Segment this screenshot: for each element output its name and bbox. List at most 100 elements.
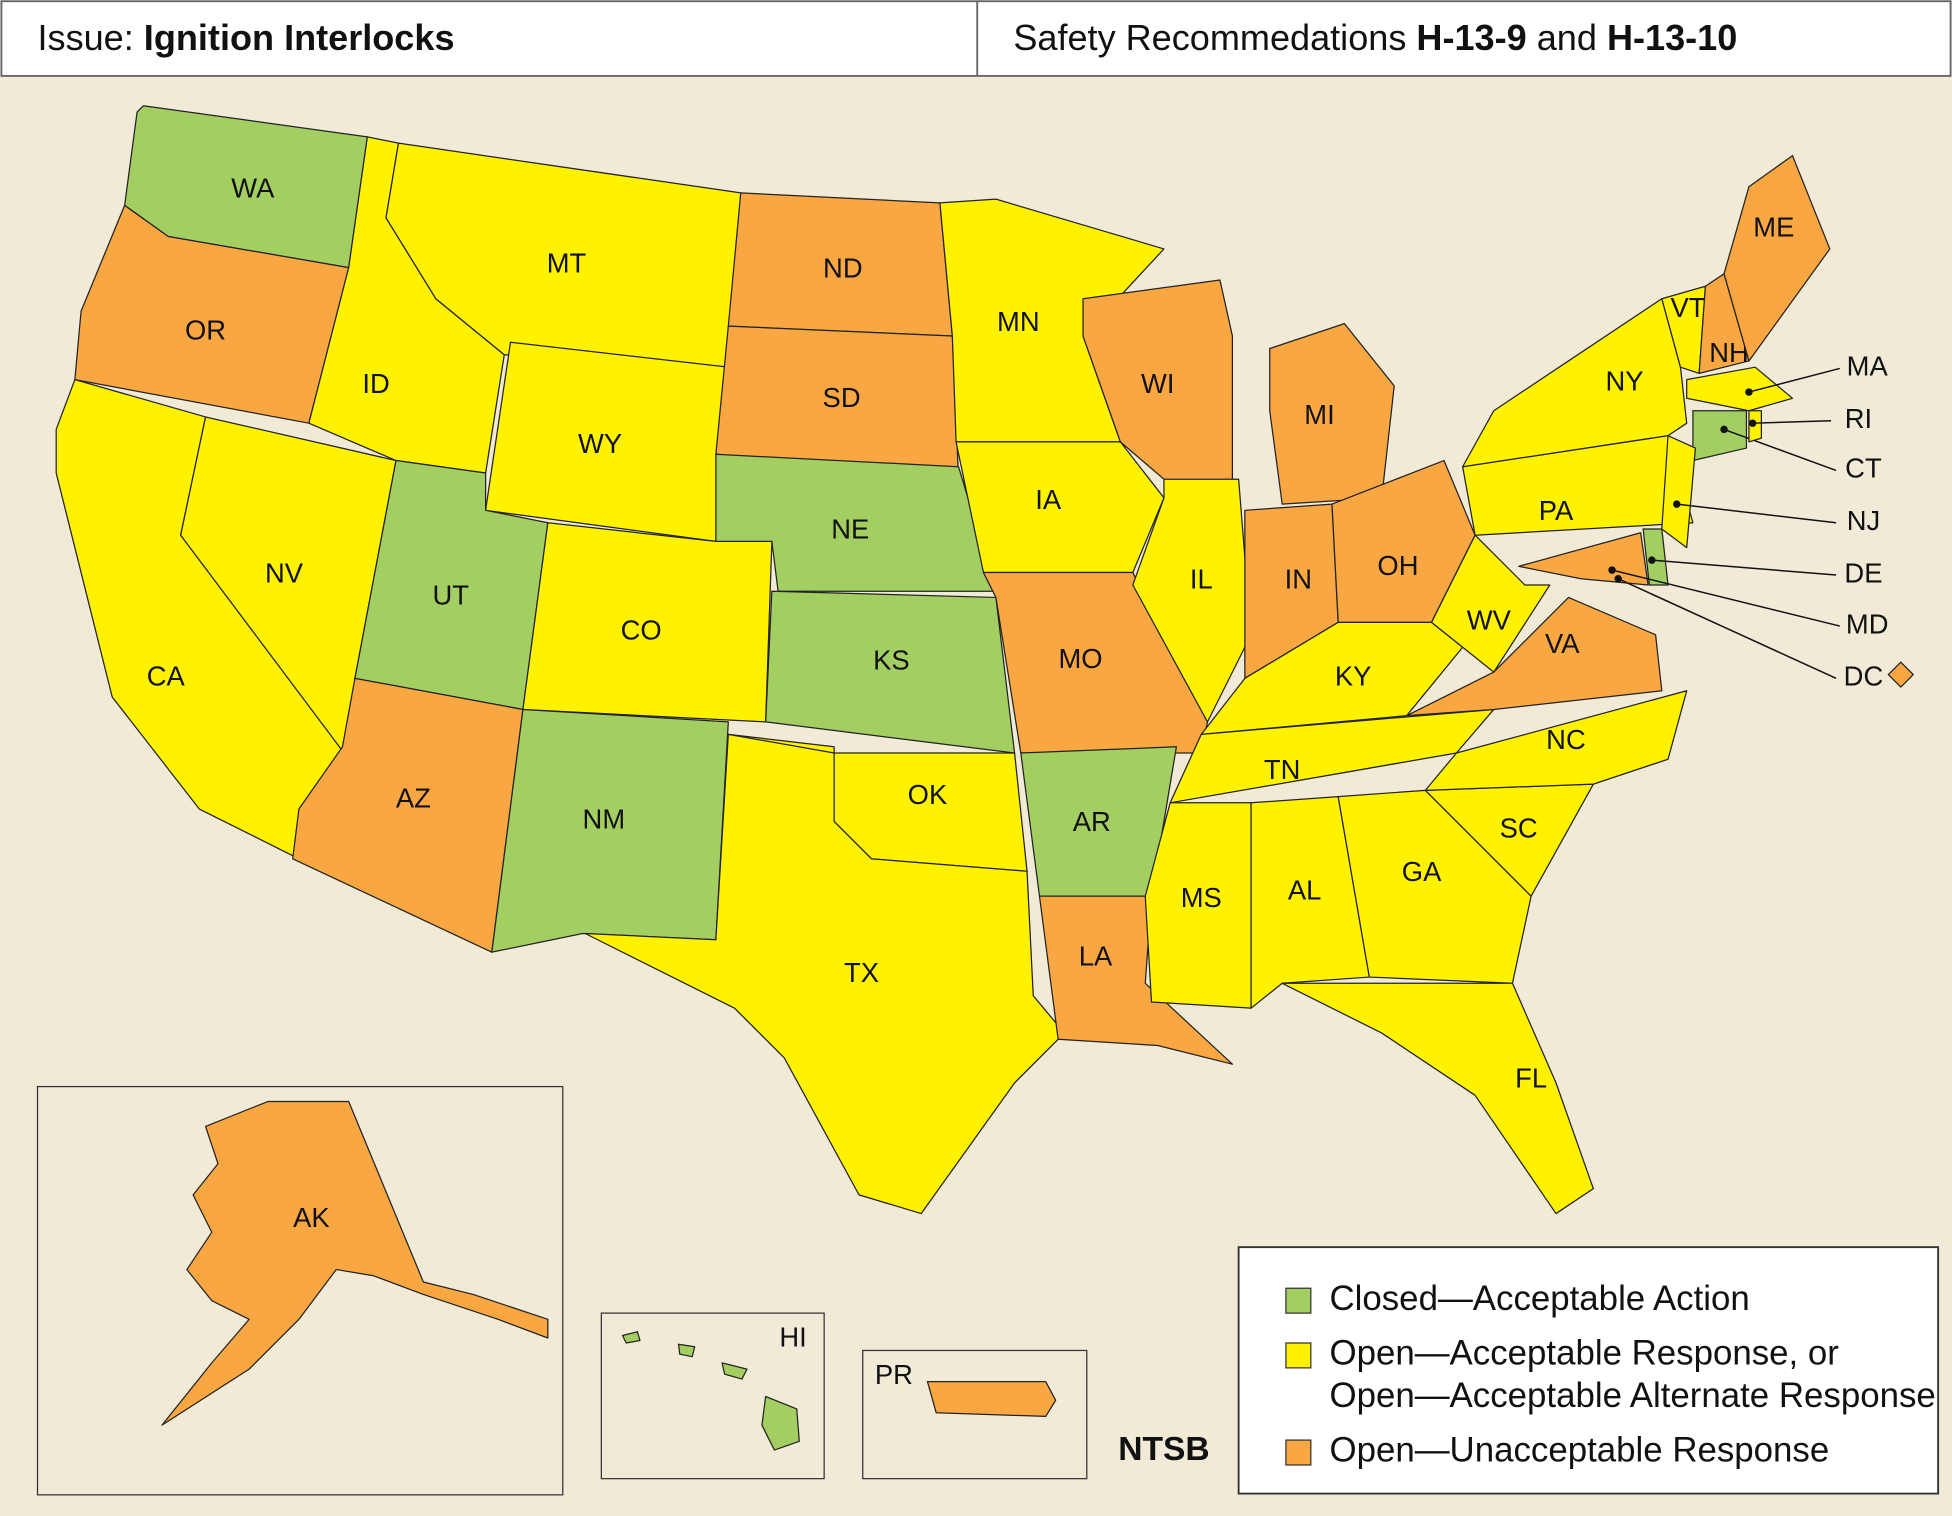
state-shape bbox=[584, 733, 1065, 1215]
state-label: CO bbox=[621, 615, 662, 646]
rec-label: Safety Recommedations bbox=[1013, 16, 1406, 57]
state-label: VT bbox=[1670, 292, 1705, 323]
callout-line bbox=[1723, 428, 1837, 472]
state-label: MD bbox=[1846, 608, 1889, 639]
callout-dot bbox=[1745, 388, 1753, 396]
state-label: MI bbox=[1304, 399, 1334, 430]
state-label: TX bbox=[844, 957, 879, 988]
state-label: NV bbox=[265, 557, 304, 588]
state-label: ME bbox=[1753, 211, 1794, 242]
rec-second: H-13-10 bbox=[1607, 16, 1737, 57]
state-label: NJ bbox=[1847, 505, 1880, 536]
state-label: NY bbox=[1605, 366, 1643, 397]
state-label: CT bbox=[1845, 453, 1882, 484]
state-label: PR bbox=[875, 1359, 913, 1390]
state-label: KY bbox=[1335, 661, 1372, 692]
state-label: LA bbox=[1079, 941, 1113, 972]
hawaii-inset bbox=[600, 1312, 825, 1480]
state-shape bbox=[1661, 435, 1697, 549]
state-label: VA bbox=[1545, 628, 1580, 659]
callout-line bbox=[1748, 367, 1840, 393]
callout-dot bbox=[1608, 566, 1616, 574]
state-shape bbox=[1132, 478, 1252, 723]
callout-line bbox=[1752, 419, 1832, 424]
state-shape bbox=[1144, 802, 1252, 1009]
state-label: AL bbox=[1288, 875, 1321, 906]
header-right: Safety Recommedations H-13-9 and H-13-10 bbox=[1013, 16, 1737, 57]
callout-dot bbox=[1648, 556, 1656, 564]
legend-swatch bbox=[1285, 1342, 1312, 1369]
state-label: NE bbox=[831, 514, 869, 545]
issue-title: Ignition Interlocks bbox=[144, 16, 455, 57]
state-label: RI bbox=[1845, 403, 1872, 434]
callout-dot bbox=[1673, 500, 1681, 508]
state-shape bbox=[1642, 528, 1669, 586]
state-label: MA bbox=[1847, 351, 1889, 382]
state-label: IA bbox=[1035, 484, 1062, 515]
state-label: NM bbox=[583, 804, 626, 835]
state-label: WV bbox=[1467, 605, 1512, 636]
state-label: OK bbox=[908, 779, 948, 810]
state-label: ID bbox=[362, 368, 389, 399]
alaska-inset bbox=[36, 1085, 564, 1496]
legend-label: Open—Unacceptable Response bbox=[1329, 1431, 1829, 1470]
legend-swatch bbox=[1285, 1287, 1312, 1314]
state-shape bbox=[1281, 982, 1594, 1215]
state-label: FL bbox=[1515, 1063, 1547, 1094]
legend-box bbox=[1237, 1246, 1940, 1495]
state-shape bbox=[1430, 534, 1551, 673]
state-shape bbox=[1686, 366, 1794, 412]
state-shape bbox=[1424, 690, 1688, 791]
callout-dot bbox=[1720, 425, 1728, 434]
state-shape bbox=[1723, 154, 1831, 362]
callout-line bbox=[1676, 503, 1837, 524]
header-bar bbox=[0, 0, 1952, 77]
state-label: MO bbox=[1058, 643, 1102, 674]
puerto-rico-inset bbox=[862, 1349, 1088, 1480]
callout-line bbox=[1617, 578, 1837, 680]
state-shape bbox=[1692, 410, 1748, 462]
state-label: SD bbox=[823, 382, 861, 413]
rec-joiner: and bbox=[1537, 16, 1597, 57]
state-shape bbox=[1518, 532, 1649, 586]
legend-label: Closed—Acceptable Action bbox=[1329, 1279, 1749, 1318]
state-label: SC bbox=[1500, 812, 1538, 843]
credit: NTSB bbox=[1118, 1431, 1209, 1468]
state-label: AK bbox=[293, 1202, 330, 1233]
state-label: AR bbox=[1073, 806, 1111, 837]
state-shape bbox=[955, 441, 1165, 574]
states: WA OR CA NV ID MT WY UT CO AZ NM ND SD NE KS OK TX MN IA MO… bbox=[55, 105, 1914, 1451]
state-label: MS bbox=[1181, 882, 1222, 913]
state-shape bbox=[1337, 789, 1532, 984]
state-label: OH bbox=[1377, 550, 1418, 581]
state-label: CA bbox=[147, 661, 186, 692]
state-label: DC bbox=[1844, 661, 1884, 692]
state-shape bbox=[621, 1331, 800, 1451]
state-label: OR bbox=[185, 315, 226, 346]
state-label: WY bbox=[578, 428, 622, 459]
state-label: IL bbox=[1190, 563, 1213, 594]
legend-swatch bbox=[1285, 1439, 1312, 1466]
legend-label: Open—Acceptable Response, or bbox=[1329, 1334, 1839, 1373]
state-label: ND bbox=[823, 252, 863, 283]
state-shape bbox=[1462, 298, 1688, 468]
state-shape bbox=[926, 1380, 1057, 1418]
callout-line bbox=[1611, 569, 1840, 627]
state-label: AZ bbox=[396, 783, 431, 814]
legend-label: Open—Acceptable Alternate Response bbox=[1329, 1376, 1935, 1415]
state-label: NC bbox=[1546, 724, 1586, 755]
legend: Closed—Acceptable Action Open—Acceptable … bbox=[1285, 1279, 1936, 1470]
state-label: MN bbox=[997, 306, 1040, 337]
state-label: WI bbox=[1141, 368, 1174, 399]
rec-first: H-13-9 bbox=[1416, 16, 1526, 57]
state-label: KS bbox=[873, 644, 910, 675]
issue-label: Issue: bbox=[38, 16, 134, 57]
state-shape bbox=[1250, 795, 1370, 1009]
state-label: UT bbox=[433, 580, 470, 611]
state-label: NH bbox=[1709, 337, 1749, 368]
state-label: IN bbox=[1285, 563, 1312, 594]
header-left: Issue: Ignition Interlocks bbox=[38, 16, 455, 57]
state-label: MT bbox=[547, 247, 587, 278]
callout-line bbox=[1651, 559, 1837, 576]
